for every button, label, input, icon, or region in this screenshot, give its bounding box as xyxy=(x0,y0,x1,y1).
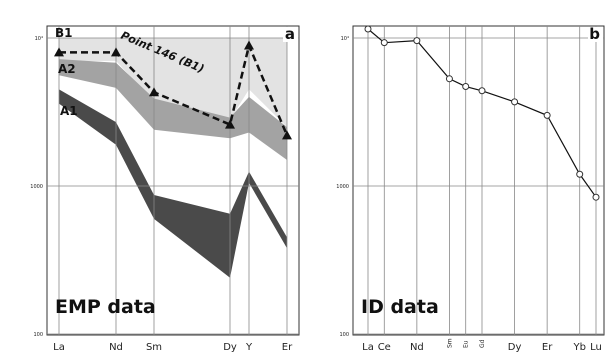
y-tick-label: 1000 xyxy=(30,184,43,190)
y-tick-label: 1000 xyxy=(336,184,349,190)
x-tick-label-gd: Gd xyxy=(479,339,486,348)
x-tick-label-yb: Yb xyxy=(572,342,585,353)
x-tick-label-lu: Lu xyxy=(590,342,602,353)
series-line xyxy=(367,28,597,198)
x-tick-label-dy: Dy xyxy=(508,342,522,353)
x-tick-label-ce: Ce xyxy=(378,342,391,353)
x-tick-label-la: La xyxy=(362,342,374,353)
x-tick-label-nd: Nd xyxy=(109,342,123,353)
y-tick-label: 10⁴ xyxy=(341,36,349,42)
series-point-yb xyxy=(576,170,584,178)
x-tick-label-dy: Dy xyxy=(223,342,237,353)
series-point-gd xyxy=(478,87,486,95)
series-point-sm xyxy=(149,87,159,97)
band-label-a1: A1 xyxy=(60,104,78,118)
x-tick-label-er: Er xyxy=(282,342,293,353)
series-point-lu xyxy=(592,193,600,201)
series-point-sm xyxy=(445,75,453,83)
panel-letter-b: b xyxy=(589,25,600,43)
series-point-la xyxy=(54,47,64,57)
series-point-er xyxy=(282,130,292,140)
y-tick-label: 10⁴ xyxy=(35,36,43,42)
series-point-dy xyxy=(225,119,235,129)
band-label-a2: A2 xyxy=(58,62,76,76)
footer-label: ID data xyxy=(361,296,439,318)
series-point-eu xyxy=(462,83,470,91)
x-tick-label-nd: Nd xyxy=(410,342,424,353)
x-tick-label-sm: Sm xyxy=(146,342,162,353)
panel-letter-bg xyxy=(588,27,603,42)
band-label-b1: B1 xyxy=(55,26,73,40)
series-point-ce xyxy=(380,39,388,47)
footer-label: EMP data xyxy=(55,296,156,318)
x-tick-label-eu: Eu xyxy=(463,340,470,348)
panel-letter-bg xyxy=(283,27,298,42)
x-tick-label-y: Y xyxy=(245,342,253,353)
series-point-la xyxy=(364,25,372,33)
y-tick-label: 100 xyxy=(33,332,43,338)
plot-frame xyxy=(352,25,605,336)
x-tick-label-er: Er xyxy=(542,342,553,353)
series-point-er xyxy=(543,111,551,119)
panel-letter-a: a xyxy=(285,25,295,43)
series-point-y xyxy=(244,40,254,50)
y-tick-label: 100 xyxy=(339,332,349,338)
series-point-nd xyxy=(111,47,121,57)
panel-b: 10⁴ 1000 100 La Ce Nd Sm Eu Gd Dy Er Yb Lu ID data b xyxy=(336,25,605,353)
series-line xyxy=(59,41,289,136)
series-point-dy xyxy=(511,98,519,106)
x-tick-label-la: La xyxy=(53,342,65,353)
x-tick-label-sm: Sm xyxy=(446,338,453,348)
series-point-nd xyxy=(413,37,421,45)
